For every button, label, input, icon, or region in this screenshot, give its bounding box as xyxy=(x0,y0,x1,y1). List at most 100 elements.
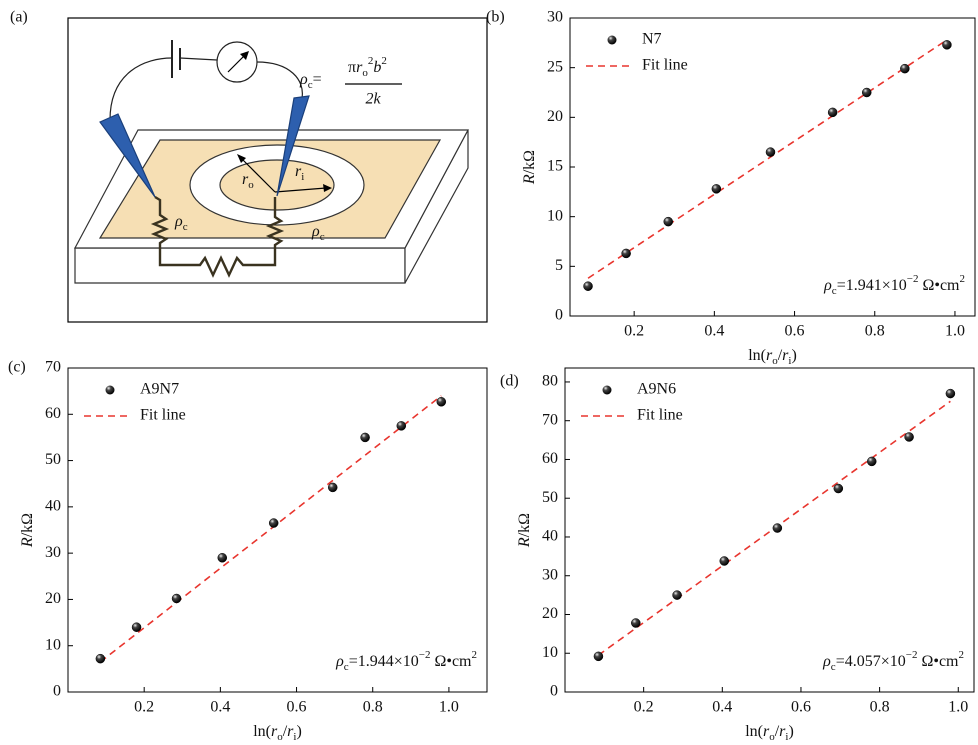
panel-label: (c) xyxy=(8,359,26,376)
data-point xyxy=(904,432,914,442)
label-part: i xyxy=(293,731,296,743)
x-tick-label: 0.8 xyxy=(363,699,383,716)
label-part: /kΩ xyxy=(516,513,533,537)
x-tick-label: 0.2 xyxy=(624,323,644,340)
probe xyxy=(276,95,310,197)
x-tick-label: 0.2 xyxy=(134,699,154,716)
data-point xyxy=(583,281,593,291)
data-point xyxy=(360,432,370,443)
y-tick-label: 30 xyxy=(542,566,558,583)
panel-label: (b) xyxy=(486,9,505,26)
label-part: 2 xyxy=(472,649,478,661)
label-part: 2 xyxy=(368,55,374,67)
data-point xyxy=(945,388,956,399)
data-point xyxy=(942,40,952,50)
x-tick-label: 1.0 xyxy=(439,699,459,716)
panel-label: (d) xyxy=(500,373,519,390)
formula-denominator: 2k xyxy=(365,91,381,108)
annotation: ρc=4.057×10−2 Ω•cm2 xyxy=(822,649,964,673)
x-tick-label: 1.0 xyxy=(945,323,965,340)
schematic xyxy=(67,17,488,323)
label-part: r xyxy=(287,723,294,740)
x-axis-label: ln(ro/ri) xyxy=(253,723,302,743)
arrowhead xyxy=(240,51,249,60)
label-part: ρ xyxy=(311,223,320,240)
x-tick-label: 0.6 xyxy=(287,699,307,716)
meter xyxy=(216,41,258,83)
x-tick-label: 0.4 xyxy=(210,699,230,716)
label-part: =4.057×10 xyxy=(836,653,906,670)
label-part: c xyxy=(832,285,837,297)
slab-front xyxy=(74,247,406,284)
label-part: r xyxy=(779,723,786,740)
legend-label: Fit line xyxy=(140,407,186,424)
y-tick-label: 20 xyxy=(45,590,61,607)
label-part: ρ xyxy=(822,653,831,670)
x-tick-label: 0.2 xyxy=(634,699,654,716)
y-tick-label: 0 xyxy=(53,683,61,700)
x-tick-label: 0.4 xyxy=(712,699,732,716)
data-point xyxy=(593,651,604,662)
label-part: c xyxy=(320,231,325,243)
data-point xyxy=(621,248,631,259)
label-part: Ω•cm xyxy=(918,277,960,294)
label-part: / xyxy=(778,347,783,364)
legend-label: N7 xyxy=(642,31,662,48)
label-part: / xyxy=(775,723,780,740)
label-part: r xyxy=(271,723,278,740)
plot-frame xyxy=(67,367,488,693)
legend-label: Fit line xyxy=(642,57,688,74)
label-part: /kΩ xyxy=(521,150,538,174)
label-part: R xyxy=(521,174,538,185)
y-tick-label: 70 xyxy=(45,359,61,376)
label-part: Ω•cm xyxy=(917,653,959,670)
label-part: o xyxy=(248,179,254,191)
data-point xyxy=(772,523,783,533)
label-part: 2 xyxy=(960,273,966,285)
data-point xyxy=(327,482,338,493)
label-part: ρ xyxy=(174,213,183,230)
label-part: ρ xyxy=(299,71,308,88)
label-part: c xyxy=(183,221,188,233)
data-point xyxy=(631,618,641,628)
y-tick-label: 5 xyxy=(555,257,563,274)
panel-label: (a) xyxy=(10,9,28,26)
label-part: o xyxy=(769,731,775,743)
y-tick-label: 30 xyxy=(547,9,563,26)
label-part: ρ xyxy=(823,277,832,294)
label-part: ln( xyxy=(253,723,271,740)
formula: ρc= xyxy=(299,71,322,91)
y-tick-label: 30 xyxy=(45,544,61,561)
y-tick-label: 0 xyxy=(550,683,558,700)
label-part: =1.944×10 xyxy=(349,653,419,670)
label-part: R xyxy=(19,537,36,548)
label-part: 2 xyxy=(381,55,387,67)
formula-numerator: πro2b2 xyxy=(348,55,387,79)
x-tick-label: 0.6 xyxy=(785,323,805,340)
label-part: ) xyxy=(791,347,796,364)
probe xyxy=(99,113,156,198)
data-point xyxy=(672,590,682,600)
label-part: c xyxy=(308,79,313,91)
label-part: π xyxy=(348,59,356,76)
y-tick-label: 40 xyxy=(542,528,558,545)
data-point xyxy=(900,63,910,74)
data-point xyxy=(861,87,872,98)
radius-label: ri xyxy=(295,163,304,183)
label-part: i xyxy=(301,171,304,183)
label-part: b xyxy=(373,59,381,76)
label-part: 2 xyxy=(959,649,965,661)
x-tick-label: 0.8 xyxy=(870,699,890,716)
resistor-network xyxy=(150,195,285,278)
data-point xyxy=(217,553,228,563)
data-point xyxy=(711,184,722,194)
legend-label: A9N6 xyxy=(637,381,676,398)
label-part: Ω•cm xyxy=(430,653,472,670)
inner-pad xyxy=(219,159,335,211)
label-part: c xyxy=(831,661,836,673)
legend-marker xyxy=(105,385,115,395)
x-axis-label: ln(ro/ri) xyxy=(745,723,794,743)
y-tick-label: 15 xyxy=(547,158,563,175)
data-point xyxy=(827,107,838,118)
